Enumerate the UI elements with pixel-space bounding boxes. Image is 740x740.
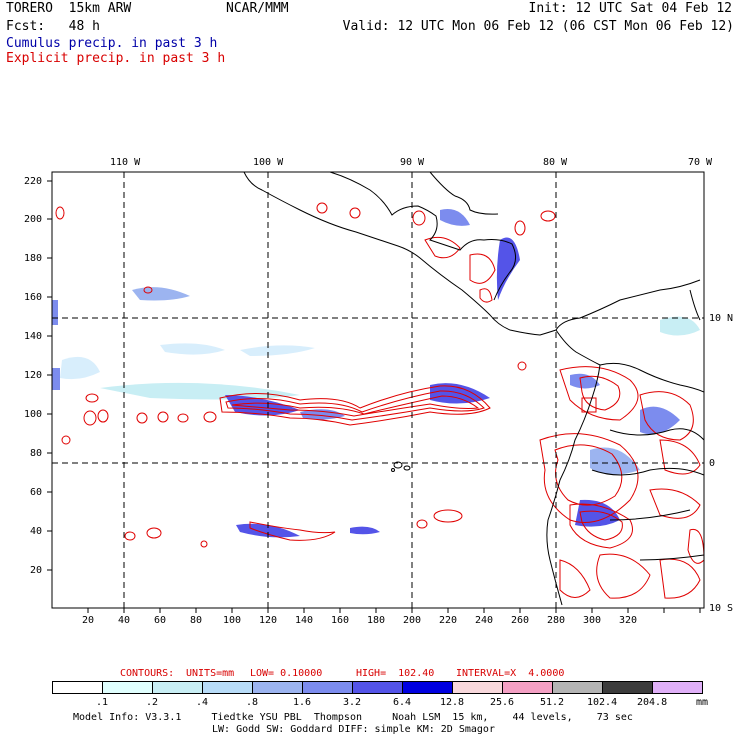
colorbar-swatch: [302, 681, 353, 694]
colorbar-swatch: [552, 681, 603, 694]
org-label: NCAR/MMM: [226, 1, 289, 16]
init-time: Init: 12 UTC Sat 04 Feb 12: [528, 1, 733, 16]
y-tick-label: 120: [24, 370, 43, 381]
colorbar-swatch: [102, 681, 153, 694]
colorbar-swatch: [452, 681, 503, 694]
contours-low: LOW= 0.10000: [250, 668, 323, 679]
contours-high: HIGH= 102.40: [356, 668, 435, 679]
colorbar-label: 25.6: [489, 697, 515, 708]
x-tick-label: 260: [511, 615, 530, 626]
x-tick-label: 160: [331, 615, 350, 626]
field-cumulus-label: Cumulus precip. in past 3 h: [6, 36, 218, 51]
contours-title: CONTOURS:: [120, 668, 175, 679]
y-tick-label: 200: [24, 214, 43, 225]
colorbar-label: .2: [145, 697, 159, 708]
map-field: [52, 172, 704, 608]
x-tick-label: 20: [82, 615, 95, 626]
x-tick-label: 200: [403, 615, 422, 626]
y-tick-label: 220: [24, 176, 43, 187]
map-frame: [51, 171, 705, 609]
x-tick-label: 60: [154, 615, 167, 626]
colorbar-swatch: [352, 681, 403, 694]
colorbar-swatch: [402, 681, 453, 694]
colorbar-label: .1: [95, 697, 109, 708]
colorbar-label: 3.2: [342, 697, 362, 708]
x-tick-label: 320: [619, 615, 638, 626]
x-tick-label: 300: [583, 615, 602, 626]
colorbar-label: 51.2: [539, 697, 565, 708]
colorbar-label: 102.4: [587, 697, 618, 708]
forecast-hour: Fcst: 48 h: [6, 19, 100, 34]
lon-label: 70 W: [688, 157, 713, 168]
y-tick-label: 60: [30, 487, 43, 498]
y-tick-label: 160: [24, 292, 43, 303]
x-tick-label: 80: [190, 615, 203, 626]
x-tick-label: 180: [367, 615, 386, 626]
lat-label: 10 S: [709, 603, 734, 614]
colorbar-unit: mm: [696, 697, 709, 708]
field-explicit-label: Explicit precip. in past 3 h: [6, 51, 226, 66]
y-tick-label: 140: [24, 331, 43, 342]
coastlines: [243, 172, 704, 606]
axis-ticks: [47, 180, 701, 613]
colorbar-label: 12.8: [439, 697, 465, 708]
cumulus-precip: [52, 209, 700, 538]
colorbar-swatch: [502, 681, 553, 694]
colorbar-label: .8: [245, 697, 259, 708]
x-tick-label: 220: [439, 615, 458, 626]
colorbar-swatch: [202, 681, 253, 694]
model-title: TORERO 15km ARW: [6, 1, 132, 16]
x-tick-label: 100: [223, 615, 242, 626]
model-info: Model Info: V3.3.1 Tiedtke YSU PBL Thomp…: [73, 712, 633, 723]
physics-info: LW: Godd SW: Goddard DIFF: simple KM: 2D…: [212, 724, 495, 735]
x-tick-label: 240: [475, 615, 494, 626]
colorbar-swatch: [52, 681, 103, 694]
colorbar-label: .4: [195, 697, 209, 708]
colorbar-swatch: [652, 681, 703, 694]
lon-label: 110 W: [110, 157, 141, 168]
contours-interval: INTERVAL=X 4.0000: [456, 668, 565, 679]
x-tick-label: 280: [547, 615, 566, 626]
colorbar-label: 204.8: [637, 697, 668, 708]
x-tick-label: 40: [118, 615, 131, 626]
lon-label: 80 W: [543, 157, 568, 168]
graticule: [52, 172, 704, 608]
colorbar-label: 1.6: [292, 697, 312, 708]
y-tick-label: 80: [30, 448, 43, 459]
colorbar-swatch: [152, 681, 203, 694]
contours-units: UNITS=mm: [186, 668, 235, 679]
colorbar-swatch: [252, 681, 303, 694]
lon-label: 100 W: [253, 157, 284, 168]
colorbar-label: 6.4: [392, 697, 412, 708]
y-tick-label: 180: [24, 253, 43, 264]
x-tick-label: 120: [259, 615, 278, 626]
x-tick-label: 140: [295, 615, 314, 626]
lon-label: 90 W: [400, 157, 425, 168]
explicit-precip: [55, 202, 704, 599]
lat-label: 10 N: [709, 313, 734, 324]
colorbar-swatch: [602, 681, 653, 694]
y-tick-label: 20: [30, 565, 43, 576]
y-tick-label: 100: [24, 409, 43, 420]
lat-label: 0: [709, 458, 716, 469]
y-tick-label: 40: [30, 526, 43, 537]
valid-time: Valid: 12 UTC Mon 06 Feb 12 (06 CST Mon …: [342, 19, 734, 34]
